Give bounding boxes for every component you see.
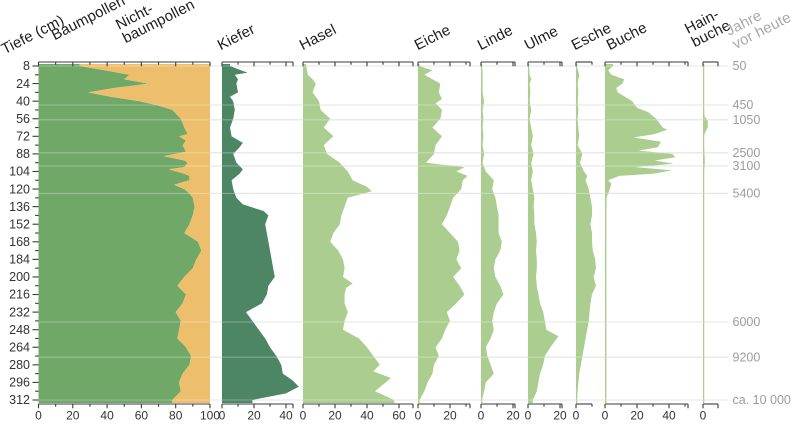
- svg-text:136: 136: [9, 200, 30, 214]
- svg-text:20: 20: [630, 409, 644, 423]
- svg-text:2500: 2500: [733, 146, 761, 160]
- svg-text:20: 20: [506, 409, 520, 423]
- svg-text:56: 56: [16, 112, 30, 126]
- svg-text:ca. 10 000: ca. 10 000: [733, 393, 791, 407]
- svg-text:104: 104: [9, 165, 30, 179]
- svg-text:20: 20: [443, 409, 457, 423]
- svg-text:60: 60: [392, 409, 406, 423]
- svg-text:6000: 6000: [733, 315, 761, 329]
- svg-text:20: 20: [328, 409, 342, 423]
- svg-text:0: 0: [602, 409, 609, 423]
- svg-text:0: 0: [478, 409, 485, 423]
- svg-text:168: 168: [9, 235, 30, 249]
- svg-text:216: 216: [9, 288, 30, 302]
- svg-text:152: 152: [9, 217, 30, 231]
- svg-text:232: 232: [9, 305, 30, 319]
- svg-text:0: 0: [700, 409, 707, 423]
- svg-text:0: 0: [415, 409, 422, 423]
- svg-text:0: 0: [35, 409, 42, 423]
- svg-text:80: 80: [169, 409, 183, 423]
- svg-text:120: 120: [9, 182, 30, 196]
- svg-text:24: 24: [16, 77, 30, 91]
- svg-text:50: 50: [733, 59, 747, 73]
- svg-text:0: 0: [573, 409, 580, 423]
- svg-text:100: 100: [200, 409, 220, 423]
- svg-text:280: 280: [9, 358, 30, 372]
- svg-text:20: 20: [247, 409, 261, 423]
- svg-text:264: 264: [9, 340, 30, 354]
- svg-text:60: 60: [135, 409, 149, 423]
- svg-text:40: 40: [100, 409, 114, 423]
- svg-text:40: 40: [16, 94, 30, 108]
- svg-text:0: 0: [219, 409, 226, 423]
- svg-text:248: 248: [9, 323, 30, 337]
- svg-text:20: 20: [553, 409, 567, 423]
- svg-text:450: 450: [733, 98, 754, 112]
- svg-text:296: 296: [9, 376, 30, 390]
- svg-text:9200: 9200: [733, 350, 761, 364]
- svg-text:40: 40: [360, 409, 374, 423]
- svg-text:312: 312: [9, 393, 30, 407]
- svg-text:184: 184: [9, 253, 30, 267]
- svg-text:5400: 5400: [733, 187, 761, 201]
- svg-text:40: 40: [279, 409, 293, 423]
- svg-text:88: 88: [16, 147, 30, 161]
- svg-text:0: 0: [525, 409, 532, 423]
- svg-text:200: 200: [9, 270, 30, 284]
- svg-text:20: 20: [66, 409, 80, 423]
- svg-text:40: 40: [662, 409, 676, 423]
- svg-text:1050: 1050: [733, 113, 761, 127]
- svg-text:8: 8: [23, 59, 30, 73]
- svg-text:72: 72: [16, 130, 30, 144]
- svg-text:0: 0: [300, 409, 307, 423]
- svg-text:3100: 3100: [733, 159, 761, 173]
